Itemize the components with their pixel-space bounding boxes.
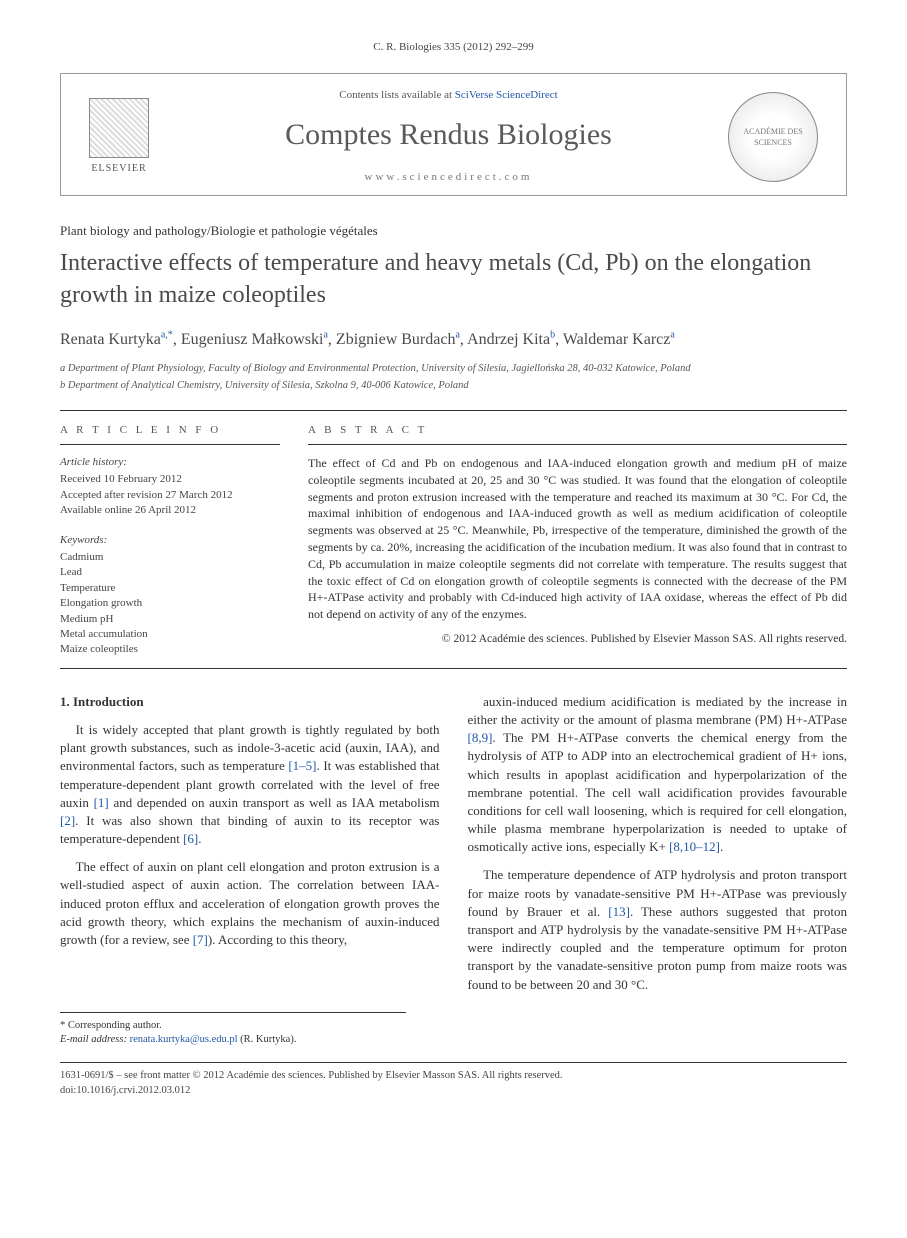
history-online: Available online 26 April 2012	[60, 503, 280, 518]
sciencedirect-link[interactable]: SciVerse ScienceDirect	[455, 89, 558, 101]
abstract-heading: A B S T R A C T	[308, 423, 847, 445]
history-received: Received 10 February 2012	[60, 472, 280, 487]
keyword: Metal accumulation	[60, 627, 280, 642]
elsevier-tree-icon	[89, 98, 149, 158]
keyword: Elongation growth	[60, 596, 280, 611]
corresponding-author-block: * Corresponding author. E-mail address: …	[60, 1012, 406, 1048]
affiliation-b: b Department of Analytical Chemistry, Un…	[60, 379, 847, 394]
contents-prefix: Contents lists available at	[339, 89, 454, 101]
contents-available-line: Contents lists available at SciVerse Sci…	[181, 88, 716, 103]
abstract-copyright: © 2012 Académie des sciences. Published …	[308, 631, 847, 647]
article-info-heading: A R T I C L E I N F O	[60, 423, 280, 445]
academie-seal-icon: ACADÉMIE DES SCIENCES	[728, 92, 818, 182]
article-history-heading: Article history:	[60, 455, 280, 470]
journal-url[interactable]: www.sciencedirect.com	[181, 170, 716, 185]
body-paragraph: auxin-induced medium acidification is me…	[468, 693, 848, 857]
abstract-block: A B S T R A C T The effect of Cd and Pb …	[308, 423, 847, 658]
journal-name: Comptes Rendus Biologies	[181, 114, 716, 156]
divider-rule	[60, 410, 847, 411]
body-paragraph: The temperature dependence of ATP hydrol…	[468, 866, 848, 993]
body-two-column: 1. Introduction It is widely accepted th…	[60, 693, 847, 994]
divider-rule	[60, 668, 847, 669]
author-list: Renata Kurtykaa,*, Eugeniusz Małkowskia,…	[60, 327, 847, 353]
keyword: Medium pH	[60, 612, 280, 627]
keyword: Lead	[60, 565, 280, 580]
section-heading-introduction: 1. Introduction	[60, 693, 440, 711]
abstract-text: The effect of Cd and Pb on endogenous an…	[308, 455, 847, 623]
keywords-heading: Keywords:	[60, 533, 280, 548]
footer-copyright: 1631-0691/$ – see front matter © 2012 Ac…	[60, 1069, 847, 1084]
affiliation-a: a Department of Plant Physiology, Facult…	[60, 362, 847, 377]
body-paragraph: It is widely accepted that plant growth …	[60, 721, 440, 848]
masthead-center: Contents lists available at SciVerse Sci…	[181, 88, 716, 185]
corresponding-email[interactable]: renata.kurtyka@us.edu.pl	[130, 1034, 238, 1045]
article-section-label: Plant biology and pathology/Biologie et …	[60, 222, 847, 240]
page-footer: 1631-0691/$ – see front matter © 2012 Ac…	[60, 1062, 847, 1098]
footer-doi: doi:10.1016/j.crvi.2012.03.012	[60, 1084, 847, 1099]
email-suffix: (R. Kurtyka).	[238, 1034, 297, 1045]
keyword: Temperature	[60, 581, 280, 596]
keyword: Maize coleoptiles	[60, 642, 280, 657]
history-accepted: Accepted after revision 27 March 2012	[60, 488, 280, 503]
article-info-block: A R T I C L E I N F O Article history: R…	[60, 423, 280, 658]
corresponding-label: * Corresponding author.	[60, 1019, 406, 1034]
publisher-brand: ELSEVIER	[91, 162, 146, 176]
header-citation: C. R. Biologies 335 (2012) 292–299	[60, 40, 847, 55]
body-paragraph: The effect of auxin on plant cell elonga…	[60, 858, 440, 949]
masthead: ELSEVIER Contents lists available at Sci…	[60, 73, 847, 196]
keyword: Cadmium	[60, 550, 280, 565]
publisher-logo: ELSEVIER	[79, 92, 159, 182]
article-title: Interactive effects of temperature and h…	[60, 248, 847, 310]
info-abstract-grid: A R T I C L E I N F O Article history: R…	[60, 423, 847, 658]
email-label: E-mail address:	[60, 1034, 130, 1045]
